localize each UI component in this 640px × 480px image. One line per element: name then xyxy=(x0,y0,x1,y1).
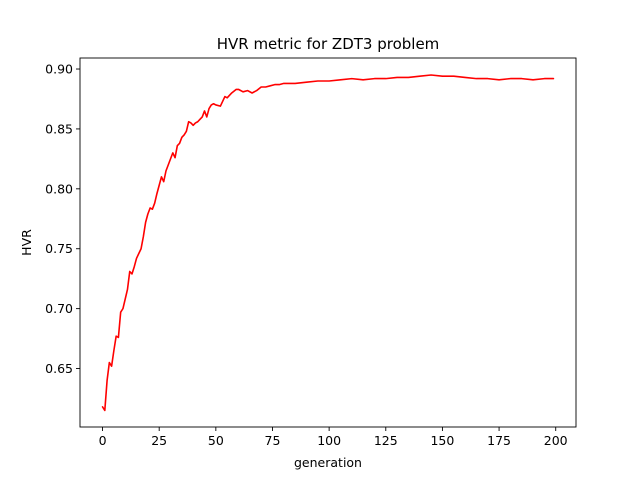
x-tick-label: 75 xyxy=(265,433,281,448)
y-tick-label: 0.80 xyxy=(45,181,73,196)
x-axis-label: generation xyxy=(294,455,362,470)
x-tick-label: 150 xyxy=(430,433,454,448)
y-tick-label: 0.70 xyxy=(45,301,73,316)
hvr-series-line xyxy=(101,74,555,412)
y-tick-label: 0.75 xyxy=(45,241,73,256)
y-tick-label: 0.65 xyxy=(45,361,73,376)
x-tick-label: 125 xyxy=(374,433,398,448)
chart-title: HVR metric for ZDT3 problem xyxy=(217,35,440,53)
x-tick-label: 0 xyxy=(99,433,107,448)
x-tick-label: 100 xyxy=(317,433,341,448)
axis-ticks: 0 25 50 75 100 125 150 175 200 0.65 0.70 0.75 0.80 0.… xyxy=(45,62,568,448)
axes-frame xyxy=(79,57,577,428)
x-tick-label: 50 xyxy=(208,433,224,448)
y-axis-label: HVR xyxy=(19,229,34,256)
x-tick-label: 25 xyxy=(151,433,167,448)
y-tick-label: 0.85 xyxy=(45,121,73,136)
x-tick-label: 175 xyxy=(487,433,511,448)
y-tick-label: 0.90 xyxy=(45,62,73,77)
plot-area xyxy=(101,74,555,412)
x-tick-label: 200 xyxy=(544,433,568,448)
